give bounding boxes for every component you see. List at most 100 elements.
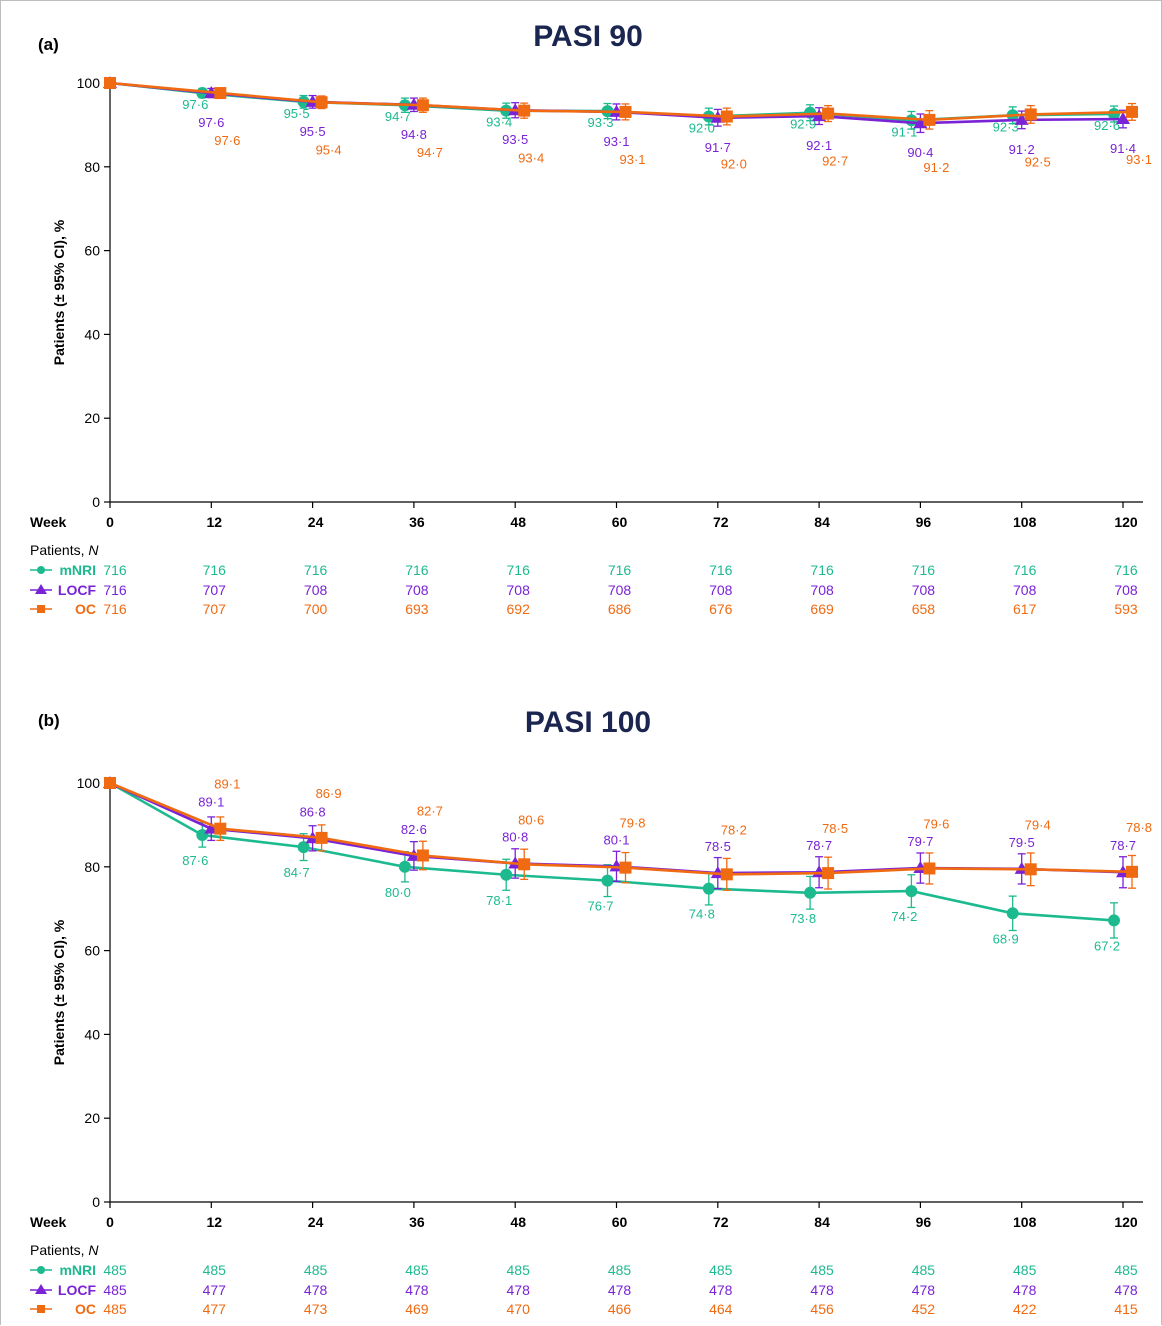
patients-count: 478 (608, 1282, 632, 1298)
data-point-circle (398, 860, 411, 873)
data-point-square (619, 861, 632, 874)
y-tick-label: 80 (84, 859, 100, 875)
data-label: 93·5 (502, 132, 528, 147)
data-point-square (104, 77, 116, 89)
data-label: 78·1 (486, 893, 512, 908)
data-point-square (416, 99, 429, 112)
x-axis-label: Week (30, 1214, 67, 1230)
x-axis-label: Week (30, 514, 67, 530)
x-tick-label: 24 (308, 1214, 324, 1230)
legend-marker-triangle (35, 1284, 47, 1294)
data-label: 78·7 (1110, 838, 1136, 853)
patients-count: 456 (810, 1301, 834, 1317)
data-label: 78·5 (705, 839, 731, 854)
data-point-square (1024, 108, 1037, 121)
chart-title: PASI 90 (533, 20, 643, 53)
data-point-circle (702, 882, 715, 895)
patients-count: 708 (709, 582, 733, 598)
data-label: 74·8 (689, 907, 715, 922)
patients-count: 422 (1013, 1301, 1037, 1317)
x-tick-label: 84 (814, 514, 830, 530)
data-label: 92·9 (790, 117, 816, 132)
patients-count: 707 (203, 582, 227, 598)
data-label: 92·6 (1094, 118, 1120, 133)
patients-count: 692 (507, 601, 531, 617)
y-tick-label: 80 (84, 159, 100, 175)
patients-count: 477 (203, 1301, 227, 1317)
x-tick-label: 48 (510, 514, 526, 530)
y-tick-label: 40 (84, 1026, 100, 1042)
x-tick-label: 12 (207, 514, 223, 530)
x-tick-label: 72 (713, 514, 729, 530)
data-label: 94·7 (417, 145, 443, 160)
data-label: 91·2 (1009, 142, 1035, 157)
data-point-square (315, 96, 328, 109)
data-label: 91·7 (705, 140, 731, 155)
data-label: 82·6 (401, 822, 427, 837)
x-tick-label: 108 (1013, 514, 1037, 530)
patients-count: 716 (507, 562, 531, 578)
x-tick-label: 48 (510, 1214, 526, 1230)
patients-count: 708 (304, 582, 328, 598)
patients-count: 415 (1114, 1301, 1138, 1317)
data-label: 78·8 (1126, 820, 1152, 835)
legend-label: OC (75, 1301, 96, 1317)
panel-label: (a) (38, 35, 59, 54)
patients-row-mNRI: mNRI 485 485 485 485 485 485 485 485 485 485 485 (30, 1262, 1138, 1278)
data-label: 93·4 (486, 115, 512, 130)
chart-panel-a: (a) PASI 90 Patients (± 95% CI), % 0 20 40 60 8… (30, 20, 1152, 617)
data-label: 86·9 (316, 786, 342, 801)
patients-count: 470 (507, 1301, 531, 1317)
data-point-circle (804, 886, 817, 899)
patients-count: 708 (810, 582, 834, 598)
data-label: 92·1 (806, 138, 832, 153)
data-label: 97·6 (198, 115, 224, 130)
x-tick-label: 0 (106, 514, 114, 530)
patients-count: 707 (203, 601, 227, 617)
legend-label: OC (75, 601, 96, 617)
patients-header-n: N (88, 542, 99, 558)
data-point-triangle (1014, 112, 1029, 125)
patients-count: 478 (912, 1282, 936, 1298)
panel-label: (b) (38, 711, 60, 730)
patients-count: 478 (1013, 1282, 1037, 1298)
data-label: 91·1 (891, 124, 917, 139)
patients-header-n: N (88, 1242, 99, 1258)
patients-header: Patients, N (30, 542, 99, 558)
patients-count: 716 (405, 562, 429, 578)
patients-count: 716 (103, 582, 127, 598)
patients-count: 485 (405, 1262, 429, 1278)
data-label: 91·2 (923, 160, 949, 175)
data-point-square (214, 87, 227, 100)
x-tick-label: 84 (814, 1214, 830, 1230)
data-point-circle (601, 874, 614, 887)
data-label: 92·0 (689, 121, 715, 136)
patients-count: 708 (507, 582, 531, 598)
patients-count: 716 (810, 562, 834, 578)
x-tick-label: 12 (207, 1214, 223, 1230)
patients-count: 485 (103, 1282, 127, 1298)
y-tick-label: 60 (84, 243, 100, 259)
x-tick-label: 60 (612, 1214, 628, 1230)
data-label: 78·5 (822, 821, 848, 836)
chart-panel-b: (b) PASI 100 Patients (± 95% CI), % 0 20 40 60… (30, 706, 1152, 1317)
y-tick-label: 0 (92, 1194, 100, 1210)
data-label: 94·8 (401, 127, 427, 142)
data-point-square (416, 849, 429, 862)
data-label: 80·1 (603, 832, 629, 847)
legend-marker-square (37, 1305, 45, 1313)
data-label: 92·5 (1025, 154, 1051, 169)
data-label: 80·0 (385, 885, 411, 900)
data-point-triangle (1116, 112, 1130, 125)
data-label: 79·8 (619, 816, 645, 831)
patients-count: 469 (405, 1301, 429, 1317)
patients-count: 485 (304, 1262, 328, 1278)
patients-count: 485 (103, 1262, 127, 1278)
patients-count: 485 (203, 1262, 227, 1278)
patients-count: 478 (709, 1282, 733, 1298)
patients-count: 485 (608, 1262, 632, 1278)
legend-label: mNRI (59, 1262, 96, 1278)
legend-marker-circle (37, 566, 45, 574)
patients-count: 478 (507, 1282, 531, 1298)
